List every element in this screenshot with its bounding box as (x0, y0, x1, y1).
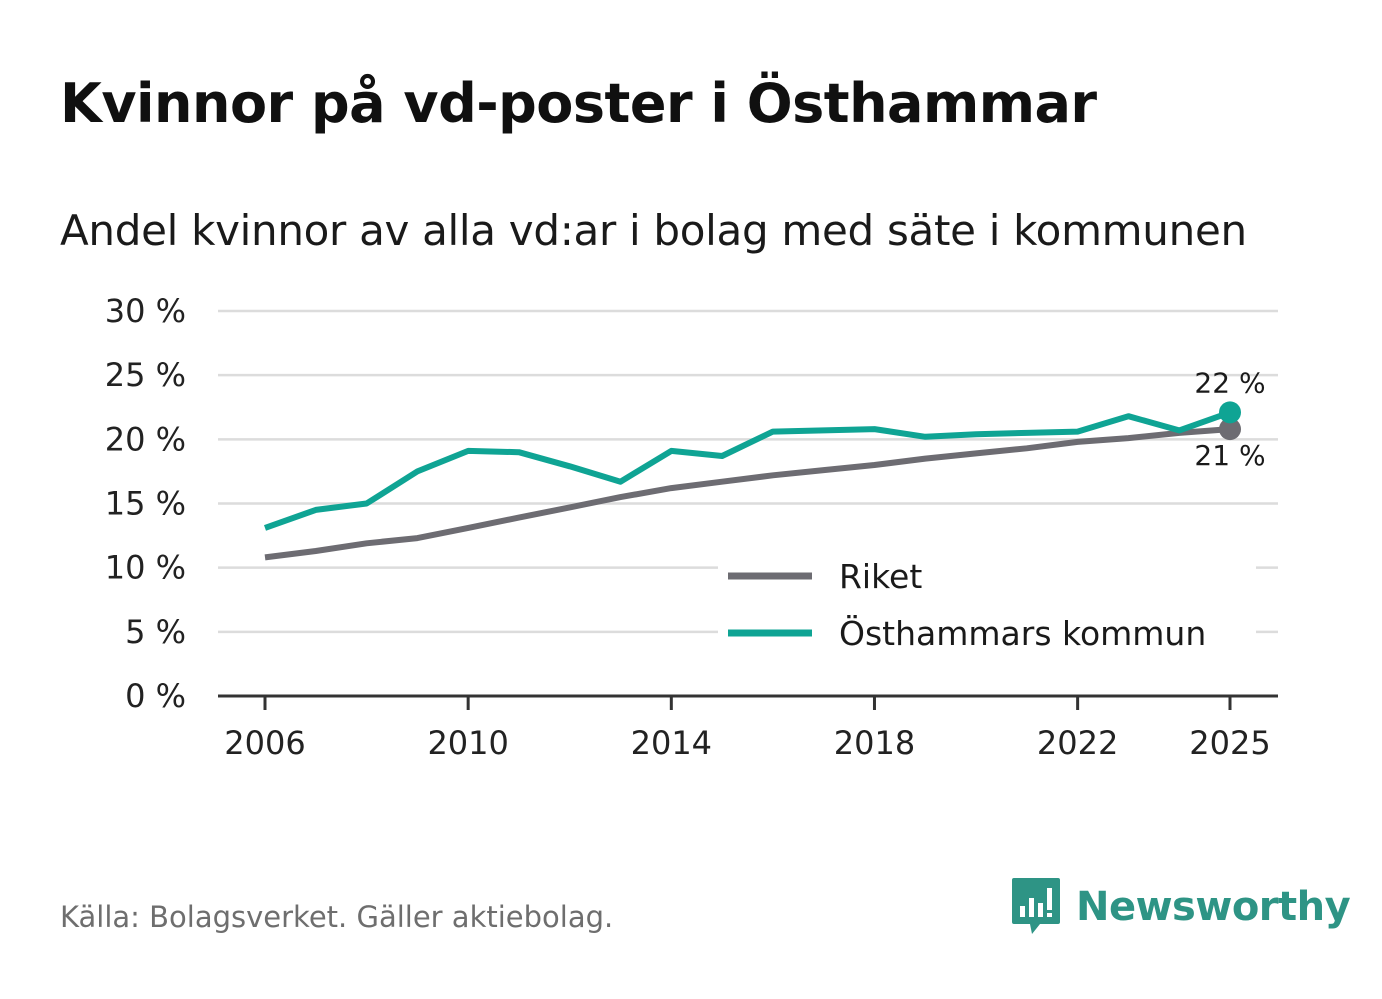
end-point-riket (1219, 418, 1241, 441)
end-label-riket: 21 % (1194, 439, 1265, 472)
y-tick-label: 10 % (105, 549, 186, 587)
brand-name: Newsworthy (1076, 884, 1351, 930)
y-tick-label: 20 % (105, 420, 186, 458)
legend-background (718, 538, 1256, 672)
legend-label-osthammar: Östhammars kommun (839, 613, 1206, 653)
y-tick-label: 0 % (125, 677, 186, 715)
chart-title: Kvinnor på vd-poster i Östhammar (60, 72, 1097, 135)
x-tick-label: 2010 (427, 724, 508, 762)
brand-logo: Newsworthy (1010, 876, 1351, 938)
legend-label-riket: Riket (839, 557, 922, 596)
y-tick-label: 15 % (105, 485, 186, 523)
legend: Riket Östhammars kommun (718, 538, 1256, 672)
series-line-osthammar (263, 409, 1232, 531)
x-tick-label: 2025 (1189, 724, 1270, 762)
chart-subtitle: Andel kvinnor av alla vd:ar i bolag med … (60, 206, 1247, 255)
end-labels: 21 % 22 % (1194, 366, 1265, 472)
newsworthy-logo-icon (1012, 878, 1060, 934)
x-tick-label: 2006 (224, 724, 305, 762)
series-line-riket (264, 426, 1231, 561)
x-tick-label: 2022 (1037, 724, 1118, 762)
end-point-osthammar (1219, 401, 1241, 424)
y-tick-label: 25 % (105, 356, 186, 394)
end-label-osthammar: 22 % (1194, 366, 1265, 399)
x-tick-label: 2018 (834, 724, 915, 762)
source-note: Källa: Bolagsverket. Gäller aktiebolag. (60, 900, 614, 934)
y-tick-label: 5 % (125, 613, 186, 651)
axes: 0 % 5 % 10 % 15 % 20 % 25 % 30 % 2006 2010 2014 20… (105, 292, 1278, 762)
y-tick-label: 30 % (105, 292, 186, 330)
x-tick-label: 2014 (631, 724, 712, 762)
series-lines (263, 409, 1232, 561)
